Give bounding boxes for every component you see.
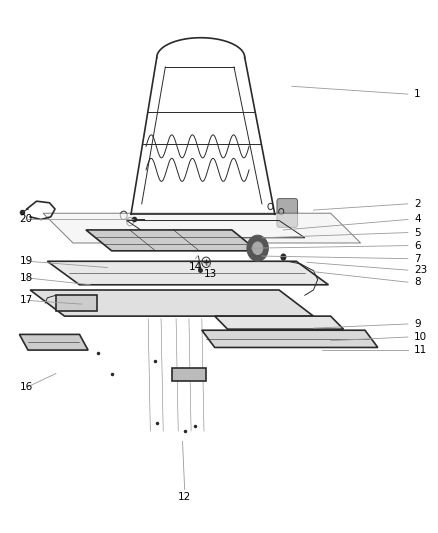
Text: 5: 5 bbox=[414, 228, 421, 238]
Text: 14: 14 bbox=[189, 262, 202, 271]
Polygon shape bbox=[47, 261, 328, 285]
Text: 12: 12 bbox=[178, 492, 191, 503]
Polygon shape bbox=[56, 295, 97, 311]
Text: 18: 18 bbox=[19, 273, 33, 283]
Text: 9: 9 bbox=[414, 319, 421, 329]
Text: 20: 20 bbox=[19, 214, 32, 224]
Text: 16: 16 bbox=[19, 382, 33, 392]
Text: 13: 13 bbox=[204, 269, 217, 279]
Text: 1: 1 bbox=[414, 89, 421, 99]
Text: 4: 4 bbox=[414, 214, 421, 224]
Polygon shape bbox=[215, 316, 343, 329]
Text: 17: 17 bbox=[19, 295, 33, 305]
Polygon shape bbox=[86, 230, 258, 251]
Polygon shape bbox=[172, 368, 206, 382]
Circle shape bbox=[247, 235, 268, 261]
Text: 2: 2 bbox=[414, 199, 421, 209]
FancyBboxPatch shape bbox=[277, 199, 297, 228]
Polygon shape bbox=[202, 330, 378, 348]
Text: 8: 8 bbox=[414, 277, 421, 287]
Circle shape bbox=[280, 254, 286, 261]
Polygon shape bbox=[43, 213, 360, 243]
Text: 23: 23 bbox=[414, 265, 427, 275]
Polygon shape bbox=[19, 334, 88, 350]
Circle shape bbox=[252, 242, 263, 254]
Text: 6: 6 bbox=[414, 240, 421, 251]
Polygon shape bbox=[30, 290, 314, 316]
Text: 11: 11 bbox=[414, 345, 427, 355]
Text: 19: 19 bbox=[19, 256, 33, 266]
Text: 7: 7 bbox=[414, 254, 421, 264]
Text: 10: 10 bbox=[414, 332, 427, 342]
